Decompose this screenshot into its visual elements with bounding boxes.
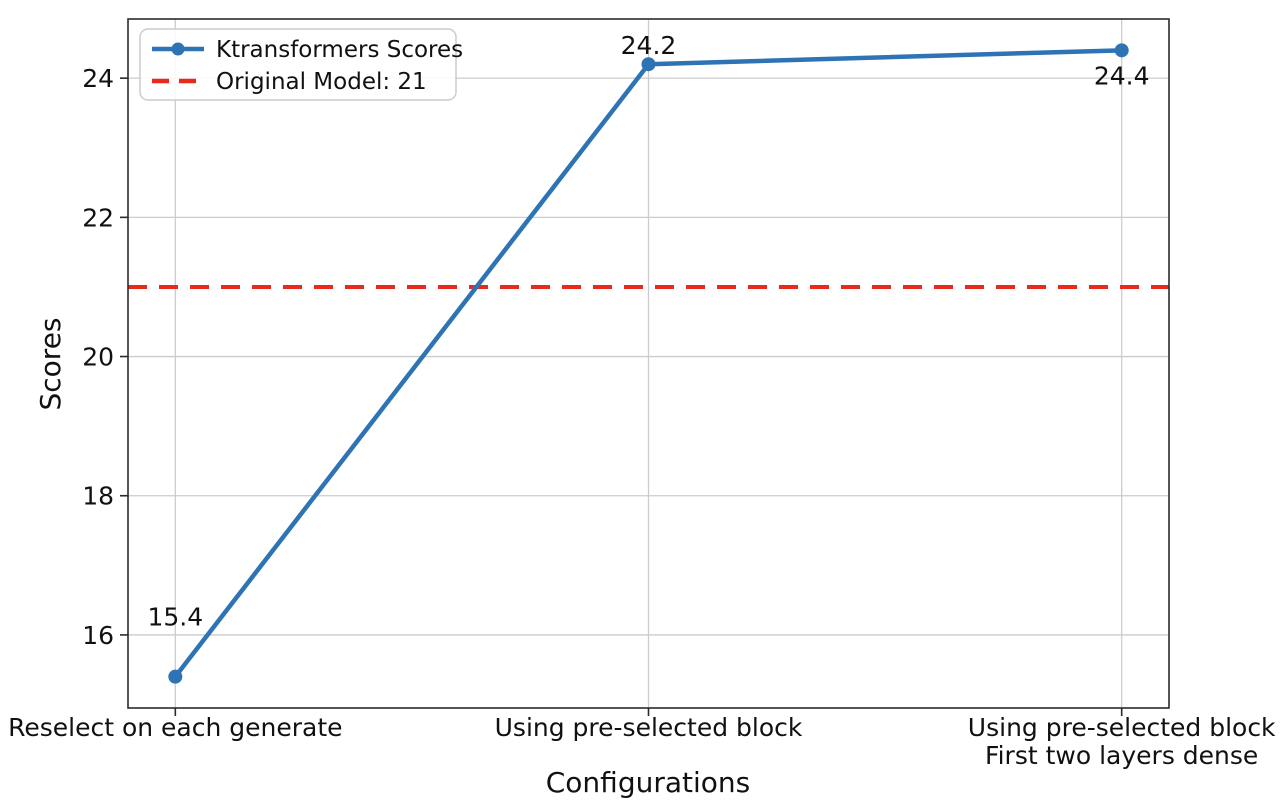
x-tick-label: First two layers dense [985, 741, 1258, 770]
legend-label-reference: Original Model: 21 [216, 69, 427, 95]
legend-label-series: Ktransformers Scores [216, 37, 463, 63]
y-tick-label: 22 [82, 203, 114, 232]
point-value-label: 24.2 [621, 31, 677, 60]
x-axis-label: Configurations [546, 766, 750, 799]
legend-box [139, 28, 457, 101]
y-tick-label: 24 [82, 64, 114, 93]
y-tick-label: 16 [82, 621, 114, 650]
y-tick-label: 20 [82, 343, 114, 372]
point-value-label: 15.4 [147, 603, 203, 632]
y-tick-label: 18 [82, 482, 114, 511]
data-point-marker [641, 57, 656, 72]
plot-frame [127, 18, 1170, 709]
x-tick-label: Using pre-selected block [968, 713, 1276, 742]
legend: Ktransformers Scores Original Model: 21 [139, 28, 463, 101]
annotations-layer: 15.4 24.2 24.4 [147, 31, 1149, 631]
legend-series-marker-sample [171, 42, 185, 56]
gridlines-layer [128, 19, 1169, 708]
series-layer [168, 43, 1129, 684]
data-point-marker [1114, 43, 1129, 58]
data-point-marker [168, 669, 183, 684]
ticks-layer: 16 18 20 22 24 Reselect on each generate Using… [8, 64, 1276, 770]
point-value-label: 24.4 [1094, 61, 1150, 90]
x-tick-label: Using pre-selected block [495, 713, 803, 742]
x-tick-label: Reselect on each generate [8, 713, 342, 742]
y-axis-label: Scores [34, 317, 67, 410]
